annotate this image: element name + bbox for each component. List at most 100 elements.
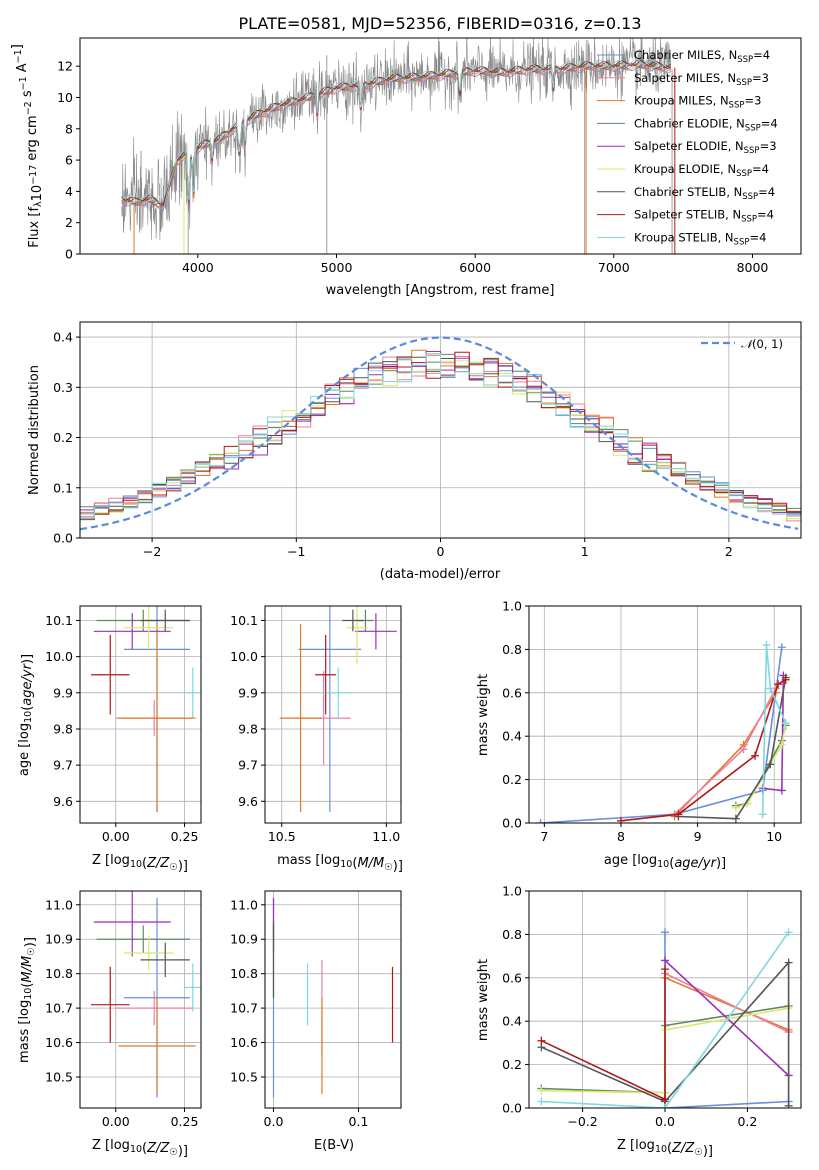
y-tick-label: 0.1: [53, 480, 73, 495]
y-tick-label: 0.0: [53, 531, 73, 546]
weight-line: [664, 977, 789, 1031]
x-tick-label: 10: [766, 829, 782, 844]
y-tick-label: 0.3: [53, 380, 73, 395]
mass-vs-Z-panel-frame: [79, 890, 202, 1109]
y-tick-label: 0.4: [502, 1014, 522, 1029]
x-tick-label: 7000: [598, 260, 630, 275]
age-vs-Z-ylabel: age [log10(age/yr)]: [17, 654, 35, 776]
y-tick-label: 10.0: [45, 649, 73, 664]
y-tick-label: 9.6: [238, 794, 258, 809]
x-tick-label: 0.0: [264, 1114, 284, 1129]
mass-vs-Z-panel-plot: [91, 891, 201, 1098]
weight-line: [541, 969, 666, 1101]
residual-histogram: [80, 353, 801, 538]
age-vs-Z-panel-frame: [79, 605, 202, 824]
y-tick-label: 12: [57, 59, 73, 74]
y-tick-label: 10.7: [45, 1001, 73, 1016]
weight-vs-age-panel-ticks: 7 8 9 10 0.0 0.2 0.4 0.6 0.8 1.0: [502, 599, 782, 845]
weight-vs-Z-panel-plot: [537, 928, 793, 1108]
weight-marker: [739, 745, 748, 754]
y-tick-label: 0.4: [502, 729, 522, 744]
mass-vs-Z-panel: 0.00 0.25 10.5 10.6 10.7 10.8 10.9 11.0: [45, 890, 202, 1129]
y-tick-label: 9.7: [53, 758, 73, 773]
y-tick-label: 10.9: [45, 932, 73, 947]
weight-line: [674, 692, 777, 818]
x-tick-label: 8000: [737, 260, 769, 275]
spectrum-xlabel: wavelength [Angstrom, rest frame]: [326, 283, 555, 298]
y-tick-label: 0.0: [502, 816, 522, 831]
y-tick-label: 9.7: [238, 758, 258, 773]
spectrum-ylabel: Flux [fλ10−17 erg cm−2 s−1 A−1]: [10, 44, 45, 248]
spectrum-legend: Chabrier MILES, NSSP=4 Salpeter MILES, NS…: [597, 48, 778, 247]
x-tick-label: 0.1: [349, 1114, 369, 1129]
weight-marker: [731, 803, 740, 812]
weight-marker: [537, 1086, 546, 1095]
legend-entry: Chabrier STELIB, NSSP=4: [634, 185, 775, 202]
weight-vs-age-ylabel: mass weight: [476, 674, 491, 756]
mass-vs-ebv-panel-grid: [265, 891, 401, 1108]
weight-marker: [661, 965, 669, 974]
residuals-panel: −2 −1 0 1 2 0.0 0.1 0.2 0.3 0.4: [53, 321, 802, 559]
y-tick-label: 10.1: [45, 613, 73, 628]
weight-marker: [536, 819, 545, 823]
weight-line: [541, 960, 790, 1106]
residuals-ylabel: Normed distribution: [27, 365, 42, 495]
mass-vs-Z-panel-grid: [80, 891, 201, 1108]
age-vs-mass-panel: 10.5 11.0 9.6 9.7 9.8 9.9 10.0 10.1: [230, 605, 402, 844]
y-tick-label: 10.9: [230, 932, 258, 947]
x-tick-label: 9: [694, 829, 702, 844]
y-tick-label: 9.6: [53, 794, 73, 809]
weight-line: [761, 645, 787, 815]
spectrum-panel-frame: [79, 37, 802, 255]
weight-marker: [661, 1104, 669, 1108]
weight-marker: [537, 1097, 546, 1106]
x-tick-label: 0.00: [102, 829, 130, 844]
legend-entry: Chabrier ELODIE, NSSP=4: [634, 116, 778, 133]
weight-line: [664, 959, 790, 1077]
y-tick-label: 9.8: [53, 721, 73, 736]
x-tick-label: 7: [540, 829, 548, 844]
y-tick-label: 8: [65, 121, 73, 136]
x-tick-label: 11.0: [372, 829, 400, 844]
weight-marker: [781, 675, 790, 684]
weight-vs-Z-ylabel: mass weight: [476, 959, 491, 1041]
mass-vs-ebv-panel-frame: [264, 890, 402, 1109]
weight-marker: [784, 1101, 793, 1108]
y-tick-label: 2: [65, 215, 73, 230]
age-vs-Z-xlabel: Z [log10(Z/Z☉)]: [92, 853, 188, 874]
x-tick-label: 2: [725, 544, 733, 559]
spectrum-panel: 4000 5000 6000 7000 8000 0 2 4 6 8 10 12: [57, 37, 802, 275]
y-tick-label: 0.2: [53, 430, 73, 445]
x-tick-label: 0.25: [171, 1114, 199, 1129]
y-tick-label: 0.0: [502, 1101, 522, 1116]
y-tick-label: 0.4: [53, 330, 73, 345]
x-tick-label: 5000: [321, 260, 353, 275]
weight-marker: [774, 680, 783, 689]
age-vs-Z-panel-plot: [91, 606, 201, 813]
mass-vs-ebv-panel-ticks: 0.0 0.1 10.5 10.6 10.7 10.8 10.9 11.0: [230, 897, 368, 1129]
mass-vs-Z-panel-ticks: 0.00 0.25 10.5 10.6 10.7 10.8 10.9 11.0: [45, 897, 198, 1129]
weight-marker: [777, 786, 786, 795]
weight-marker: [777, 643, 786, 652]
y-tick-label: 0.8: [502, 927, 522, 942]
weight-marker: [674, 810, 683, 819]
legend-entry: Chabrier MILES, NSSP=4: [634, 48, 770, 65]
weight-vs-Z-xlabel: Z [log10(Z/Z☉)]: [617, 1138, 713, 1159]
age-vs-mass-xlabel: mass [log10(M/M☉)]: [277, 853, 403, 874]
x-tick-label: 0.25: [171, 829, 199, 844]
x-tick-label: 10.5: [268, 829, 296, 844]
mass-vs-ebv-panel-plot: [272, 897, 394, 1098]
weight-line: [678, 677, 787, 820]
y-tick-label: 10.7: [230, 1001, 258, 1016]
weight-line: [540, 647, 783, 823]
y-tick-label: 0.2: [502, 772, 522, 787]
weight-vs-Z-panel: −0.2 0.0 0.2 0.0 0.2 0.4 0.6 0.8 1.0: [502, 884, 802, 1129]
y-tick-label: 6: [65, 153, 73, 168]
mass-vs-Z-xlabel: Z [log10(Z/Z☉)]: [92, 1138, 188, 1159]
y-tick-label: 1.0: [502, 884, 522, 899]
y-tick-label: 9.9: [53, 685, 73, 700]
legend-entry: Salpeter MILES, NSSP=3: [634, 71, 769, 88]
weight-vs-age-panel: 7 8 9 10 0.0 0.2 0.4 0.6 0.8 1.0: [502, 599, 802, 845]
weight-marker: [751, 751, 760, 760]
y-tick-label: 10.0: [230, 649, 258, 664]
